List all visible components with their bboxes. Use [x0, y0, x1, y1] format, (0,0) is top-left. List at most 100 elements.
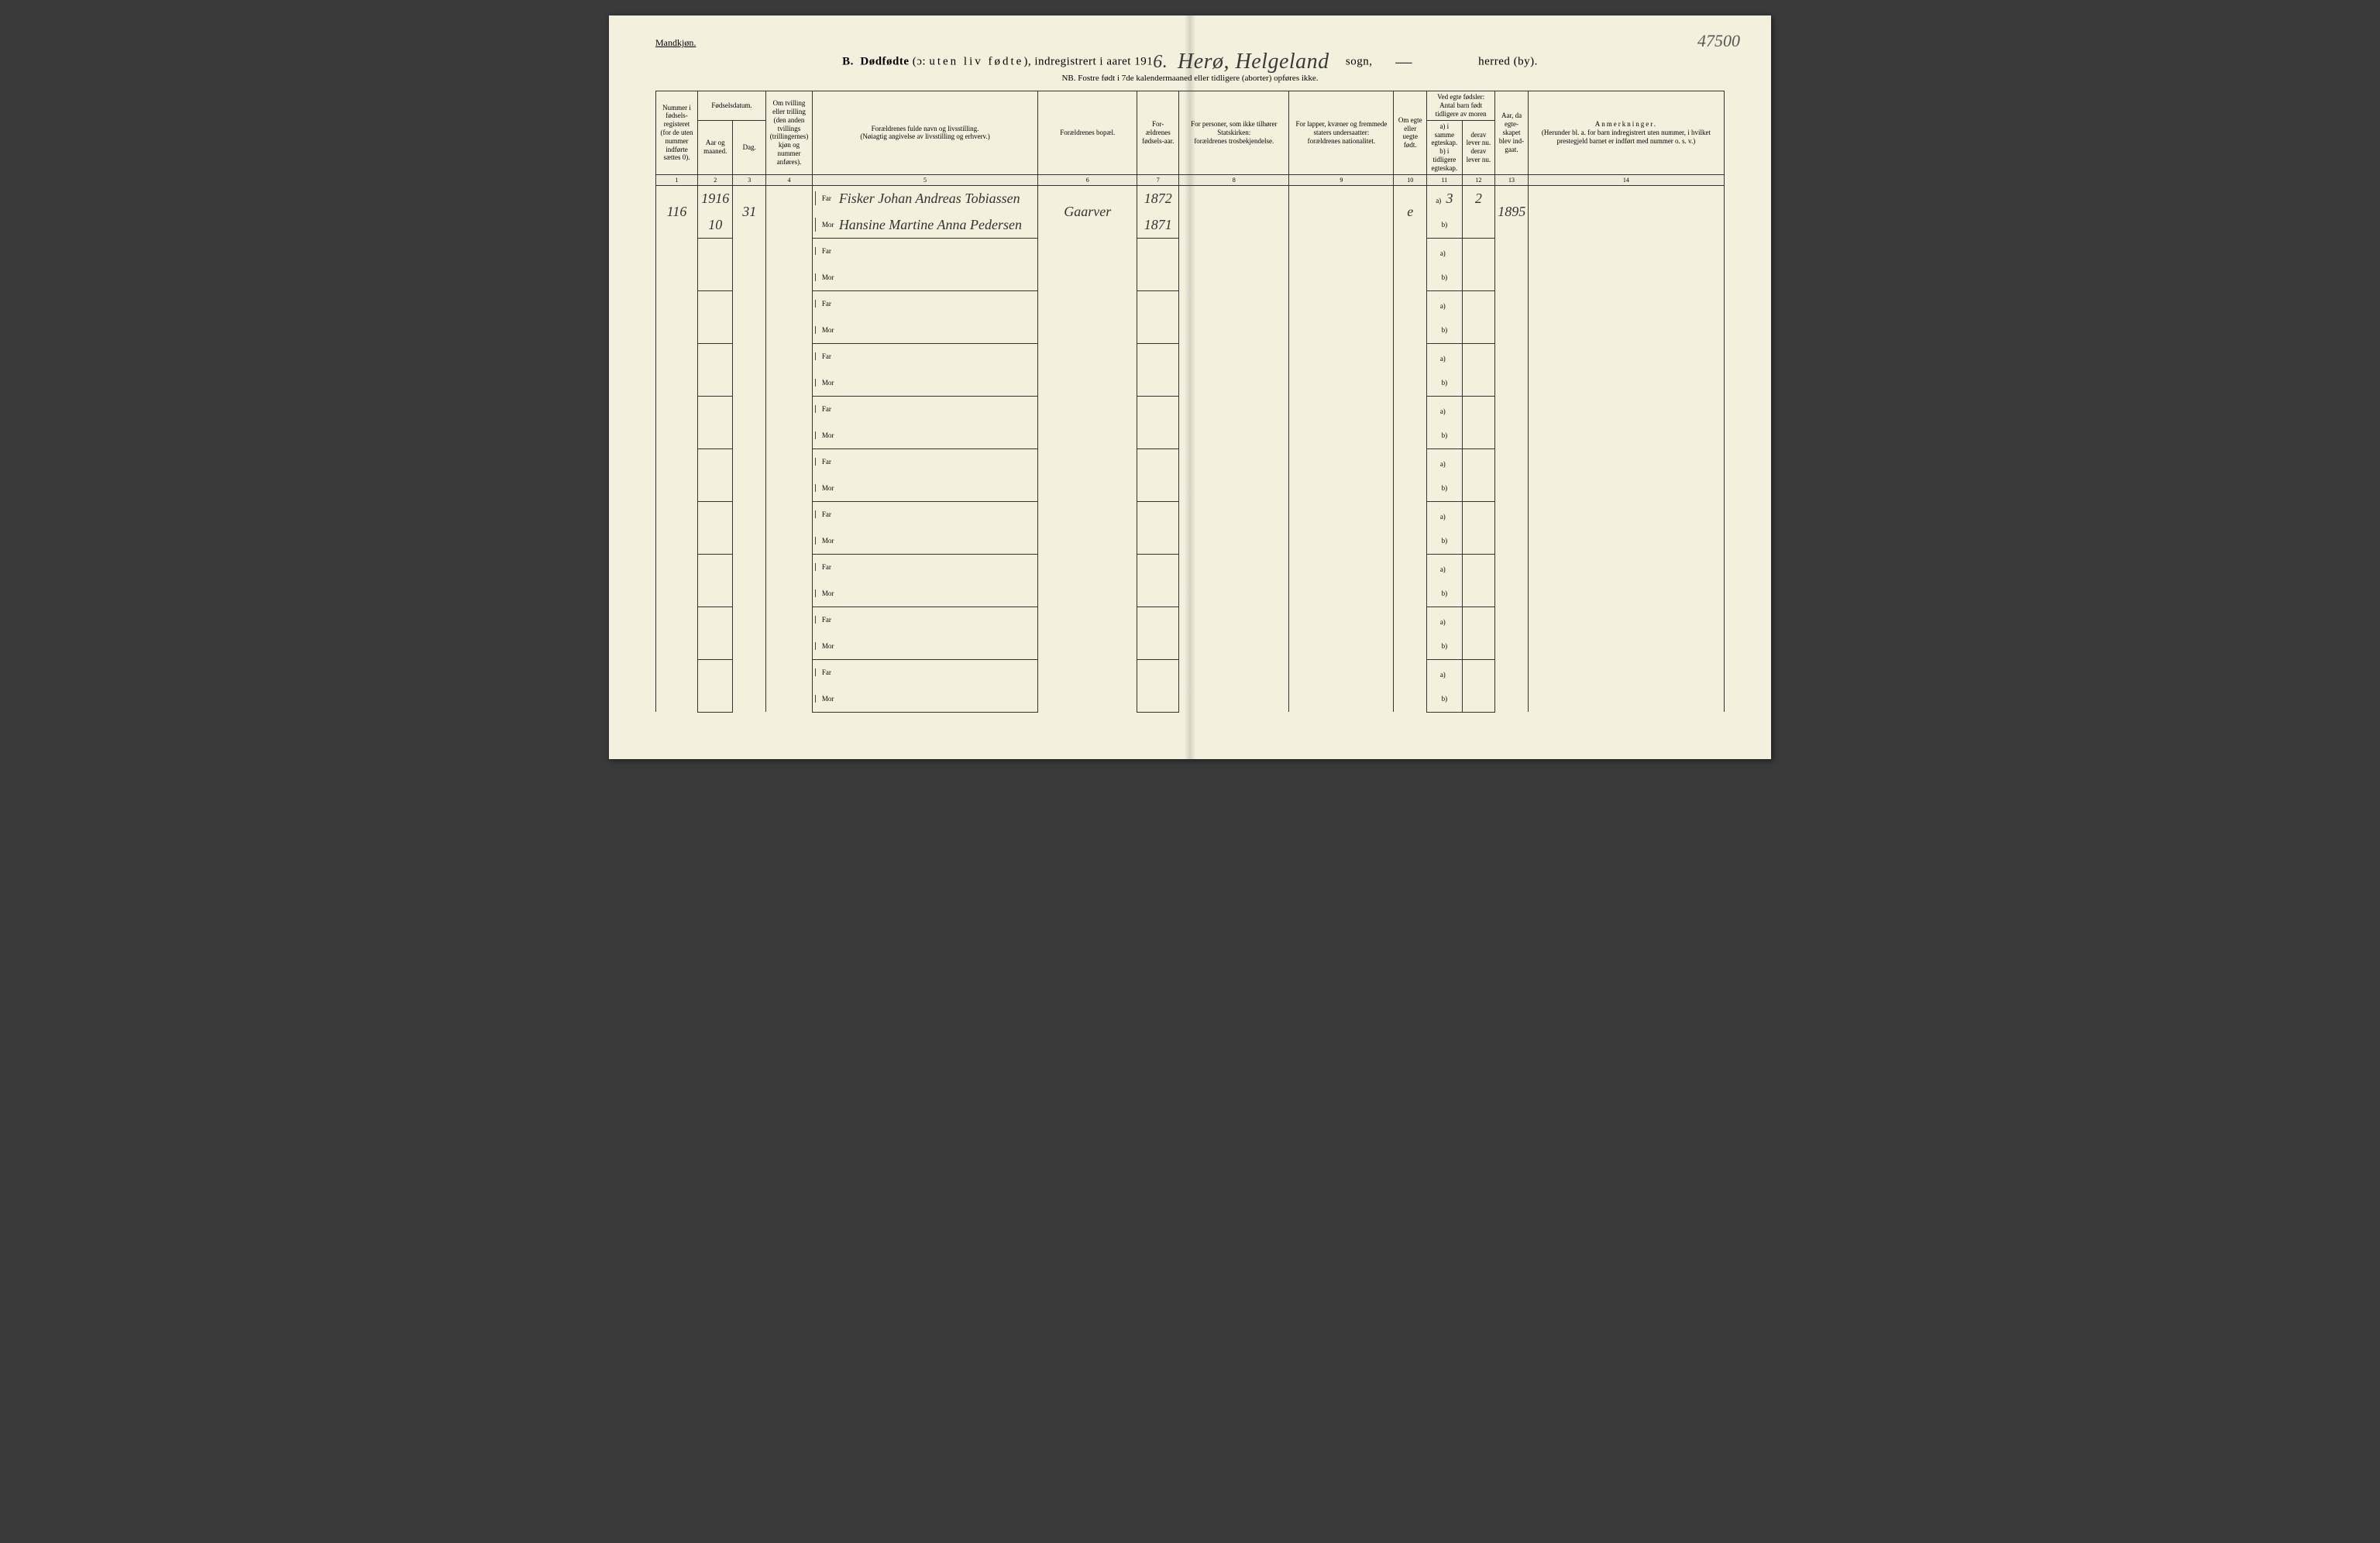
form-title: B. Dødfødte (ɔ: uten liv fødte), indregi…: [655, 53, 1725, 70]
cell-aar: [1495, 448, 1529, 501]
hdr-c10: Om egte eller uegte født.: [1394, 91, 1427, 174]
cell-day: [733, 396, 766, 448]
register-page: 47500 Mandkjøn. B. Dødfødte (ɔ: uten liv…: [609, 15, 1771, 759]
cell-far-year: [1137, 290, 1179, 317]
cell-month: [698, 475, 733, 501]
cell-anm: [1528, 501, 1724, 554]
cell-a: a): [1427, 290, 1462, 317]
cell-far-name: FarFisker Johan Andreas Tobiassen: [812, 185, 1037, 211]
cell-lever-a: [1462, 501, 1495, 528]
cell-year: [698, 448, 733, 475]
cell-mor-year: [1137, 633, 1179, 659]
cell-anm: [1528, 659, 1724, 712]
cell-egte: [1394, 607, 1427, 659]
cell-a: a): [1427, 554, 1462, 580]
cell-num: 116: [656, 185, 698, 238]
cell-a: a): [1427, 659, 1462, 686]
cell-far-name: Far: [812, 290, 1037, 317]
cell-num: [656, 343, 698, 396]
cell-far-year: [1137, 238, 1179, 264]
cell-mor-name: Mor: [812, 686, 1037, 712]
hdr-c9: For lapper, kvæner og fremmede staters u…: [1289, 91, 1394, 174]
cell-lever-b: [1462, 686, 1495, 712]
entry-row-far: Fara): [656, 501, 1725, 528]
title-prefix: B.: [842, 56, 854, 68]
cell-far-name: Far: [812, 343, 1037, 369]
cell-lever-b: [1462, 369, 1495, 396]
hdr-c9a: For lapper, kvæner og fremmede staters u…: [1291, 120, 1391, 137]
cell-day: [733, 448, 766, 501]
cell-anm: [1528, 554, 1724, 607]
cell-year: [698, 554, 733, 580]
cell-month: [698, 369, 733, 396]
cell-twin: [766, 343, 813, 396]
cell-b: b): [1427, 475, 1462, 501]
cell-anm: [1528, 185, 1724, 238]
cell-lever-a: [1462, 659, 1495, 686]
cell-egte: [1394, 448, 1427, 501]
entry-row-far: Fara): [656, 238, 1725, 264]
cell-aar: [1495, 238, 1529, 290]
cell-egte: [1394, 659, 1427, 712]
cell-tros: [1179, 659, 1289, 712]
cell-month: 10: [698, 211, 733, 238]
cell-tros: [1179, 185, 1289, 238]
cell-bopael: [1038, 343, 1137, 396]
cell-egte: [1394, 290, 1427, 343]
cell-num: [656, 659, 698, 712]
hdr-c4: Om tvilling eller trilling (den anden tv…: [766, 91, 813, 174]
cell-num: [656, 554, 698, 607]
cell-month: [698, 580, 733, 607]
hdr-c14: Anmerkninger. (Herunder bl. a. for barn …: [1528, 91, 1724, 174]
cell-aar: [1495, 290, 1529, 343]
cell-nat: [1289, 554, 1394, 607]
cell-far-year: [1137, 659, 1179, 686]
cell-mor-year: [1137, 528, 1179, 554]
cell-twin: [766, 607, 813, 659]
cell-mor-name: Mor: [812, 633, 1037, 659]
hdr-c1: Nummer i fødsels-registeret (for de uten…: [656, 91, 698, 174]
hdr-c2top: Fødselsdatum.: [698, 91, 766, 120]
table-header: Nummer i fødsels-registeret (for de uten…: [656, 91, 1725, 185]
cell-a: a): [1427, 238, 1462, 264]
sogn-label: sogn,: [1346, 56, 1373, 68]
cell-aar: 1895: [1495, 185, 1529, 238]
cell-lever-b: [1462, 264, 1495, 290]
cell-bopael: [1038, 448, 1137, 501]
cell-mor-name: Mor: [812, 264, 1037, 290]
cell-num: [656, 238, 698, 290]
cell-far-year: [1137, 396, 1179, 422]
form-subtitle: NB. Fostre født i 7de kalendermaaned ell…: [655, 74, 1725, 83]
cell-year: [698, 396, 733, 422]
cell-twin: [766, 185, 813, 238]
cell-tros: [1179, 501, 1289, 554]
cell-bopael: [1038, 659, 1137, 712]
cell-a: a): [1427, 607, 1462, 633]
register-table: Nummer i fødsels-registeret (for de uten…: [655, 91, 1725, 712]
cell-far-name: Far: [812, 554, 1037, 580]
cell-month: [698, 633, 733, 659]
cell-year: [698, 238, 733, 264]
cell-lever-a: [1462, 607, 1495, 633]
cell-mor-name: Mor: [812, 369, 1037, 396]
cell-anm: [1528, 290, 1724, 343]
cell-far-name: Far: [812, 501, 1037, 528]
sogn-handwritten: Herø, Helgeland: [1178, 53, 1329, 70]
herred-label: herred (by).: [1478, 56, 1538, 68]
cell-b: b): [1427, 211, 1462, 238]
entry-row-far: Fara): [656, 396, 1725, 422]
cell-twin: [766, 448, 813, 501]
cell-day: [733, 501, 766, 554]
cell-b: b): [1427, 686, 1462, 712]
cell-mor-year: [1137, 317, 1179, 343]
cell-nat: [1289, 607, 1394, 659]
cell-lever-b: [1462, 422, 1495, 448]
cell-b: b): [1427, 317, 1462, 343]
title-main: Dødfødte: [860, 56, 909, 68]
cell-mor-name: Mor: [812, 317, 1037, 343]
cell-b: b): [1427, 528, 1462, 554]
cell-lever-a: [1462, 238, 1495, 264]
cell-far-name: Far: [812, 607, 1037, 633]
cell-aar: [1495, 659, 1529, 712]
cell-mor-year: [1137, 422, 1179, 448]
